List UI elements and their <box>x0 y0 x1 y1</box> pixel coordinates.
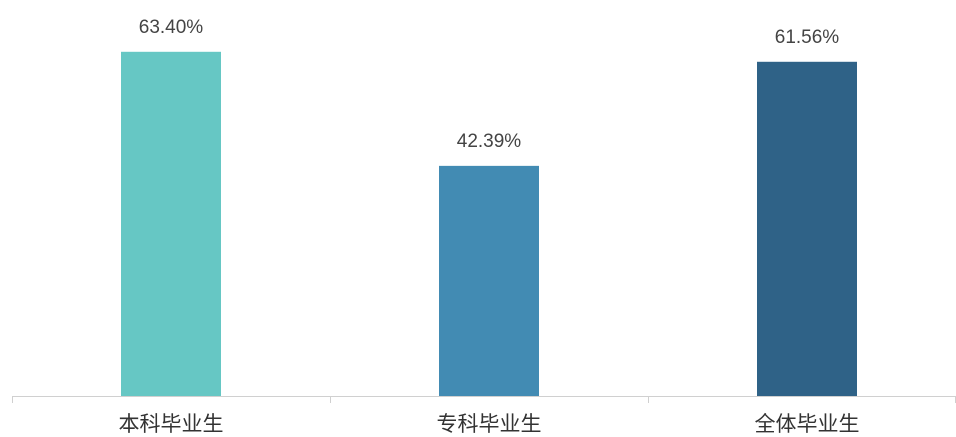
bars-group <box>121 51 857 397</box>
bar-3 <box>757 61 857 396</box>
category-label-2: 专科毕业生 <box>437 412 542 436</box>
value-labels-group: 63.40% 42.39% 61.56% <box>139 17 840 152</box>
data-label-1: 63.40% <box>139 17 204 38</box>
x-axis <box>12 396 956 403</box>
bar-1 <box>121 51 221 397</box>
bar-2 <box>439 165 539 396</box>
category-labels-group: 本科毕业生 专科毕业生 全体毕业生 <box>119 412 860 436</box>
data-label-3: 61.56% <box>775 27 840 48</box>
category-label-1: 本科毕业生 <box>119 412 224 436</box>
data-label-2: 42.39% <box>457 131 522 152</box>
category-label-3: 全体毕业生 <box>755 412 860 436</box>
